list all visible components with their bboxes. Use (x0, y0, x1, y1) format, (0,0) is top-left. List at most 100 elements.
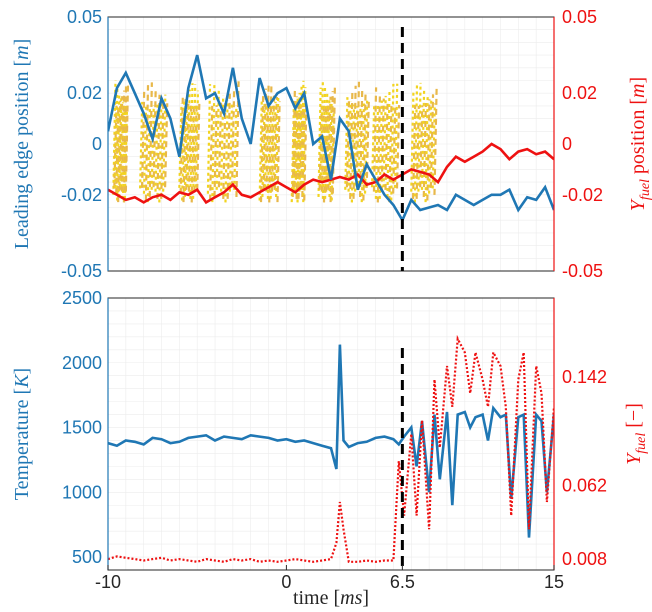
yfuel-band-stroke (329, 91, 334, 203)
yfuel-band-stroke (331, 84, 337, 194)
yfuel-band-stroke (362, 94, 367, 201)
yfuel-band-stroke (300, 80, 305, 190)
yfuel-band-stroke (115, 103, 120, 194)
top-right-tick-label: -0.02 (562, 185, 603, 205)
yfuel-band-stroke (433, 88, 438, 195)
yfuel-band-stroke (206, 84, 212, 194)
yfuel-band-stroke (148, 82, 153, 197)
yfuel-band-stroke (211, 83, 216, 203)
yfuel-band-stroke (395, 105, 401, 189)
yfuel-band-stroke (420, 89, 426, 190)
yfuel-band-stroke (139, 101, 144, 189)
yfuel-band-stroke (345, 97, 351, 188)
bottom-left-tick-label: 2000 (62, 353, 102, 373)
yfuel-band-stroke (194, 90, 200, 188)
top-right-tick-label: 0.02 (562, 83, 597, 103)
top-left-tick-label: -0.02 (61, 185, 102, 205)
yfuel-band-stroke (352, 85, 357, 199)
top-right-tick-label: 0 (562, 134, 572, 154)
temperature-line (108, 344, 554, 538)
x-axis-label: time [ms] (293, 587, 369, 609)
yfuel-band-stroke (302, 87, 307, 203)
yfuel-band-stroke (186, 89, 191, 188)
yfuel-band-stroke (217, 102, 223, 188)
top-grid (108, 17, 554, 271)
yfuel-band-stroke (275, 97, 280, 198)
yfuel-band-stroke (372, 87, 378, 192)
top-series-lines (108, 54, 554, 224)
yfuel-band-stroke (363, 99, 369, 194)
yfuel-band-stroke (190, 105, 195, 203)
yfuel-band-stroke (426, 99, 431, 201)
bottom-grid (108, 298, 554, 570)
yfuel-band-stroke (152, 88, 157, 188)
yfuel-band-stroke (273, 97, 278, 190)
bottom-left-ticks: 2500 2000 1500 1000 500 (62, 288, 102, 567)
x-tick-label: 0 (281, 572, 291, 592)
x-tick-label: 6.5 (390, 572, 415, 592)
yfuel-band-stroke (360, 103, 365, 203)
yfuel-band-stroke (215, 89, 220, 190)
yfuel-band-stroke (140, 91, 146, 188)
yfuel-band-stroke (259, 94, 265, 203)
yfuel-band-stroke (422, 103, 428, 198)
yfuel-band-stroke (365, 99, 370, 188)
bottom-left-tick-label: 2500 (62, 288, 102, 308)
yfuel-band-stroke (226, 93, 231, 199)
yfuel-band-stroke (224, 100, 229, 203)
bottom-right-ticks: 0.142 0.062 0.008 (562, 367, 607, 569)
yfuel-band-stroke (208, 105, 214, 201)
top-panel: 0.050.020-0.02-0.05 0.050.020-0.02-0.05 … (11, 7, 652, 281)
yfuel-band-stroke (162, 94, 167, 192)
yfuel-band-stroke (150, 105, 155, 190)
yfuel-band-stroke (326, 97, 331, 188)
yfuel-band-stroke (276, 101, 281, 203)
yfuel-band-stroke (233, 105, 238, 190)
top-right-tick-label: -0.05 (562, 261, 603, 281)
yfuel-band-stroke (431, 103, 436, 189)
bottom-panel: 2500 2000 1500 1000 500 0.142 0.062 0.008 -10 0… (11, 288, 649, 609)
top-left-ylabel: Leading edge position [m] (11, 39, 33, 250)
yfuel-band-stroke (428, 99, 433, 194)
yfuel-band-stroke (262, 88, 267, 190)
yfuel-band-stroke (415, 105, 420, 199)
yfuel-band-stroke (358, 88, 364, 198)
yfuel-band-stroke (120, 90, 126, 192)
yfuel-band-stroke (410, 90, 415, 192)
yfuel-band-stroke (374, 103, 380, 199)
yfuel-band-stroke (124, 83, 130, 192)
bottom-right-tick-label: 0.142 (562, 367, 607, 387)
yfuel-band-stroke (228, 103, 234, 192)
yfuel-band-stroke (265, 82, 270, 192)
bottom-left-tick-label: 1000 (62, 482, 102, 502)
yfuel-band-stroke (185, 102, 190, 190)
bottom-right-tick-label: 0.008 (562, 549, 607, 569)
top-right-ticks: 0.05 0.02 0 -0.02 -0.05 (562, 7, 603, 281)
yfuel-band-stroke (191, 84, 197, 199)
top-left-tick-label: 0.02 (67, 83, 102, 103)
bottom-series-lines (108, 334, 554, 563)
top-right-ylabel: Yfuel position [m] (627, 77, 652, 211)
top-left-tick-label: 0.05 (67, 7, 102, 27)
yfuel-band-stroke (158, 99, 163, 203)
yfuel-band-stroke (230, 87, 236, 188)
top-left-tick-label: 0 (92, 134, 102, 154)
yfuel-band-stroke (196, 102, 201, 190)
yfuel-line (108, 334, 554, 563)
yfuel-band-stroke (146, 105, 152, 203)
bottom-left-ylabel: Temperature [K] (11, 368, 33, 500)
yfuel-band-stroke (213, 105, 218, 197)
yfuel-band-stroke (183, 95, 189, 197)
yfuel-band-stroke (429, 94, 435, 188)
top-left-ticks: 0.05 0.02 0 -0.02 -0.05 (61, 7, 102, 281)
yfuel-band-stroke (258, 99, 263, 201)
yfuel-band-stroke (114, 86, 119, 188)
yfuel-band-stroke (179, 93, 184, 194)
yfuel-band-stroke (388, 105, 393, 203)
top-right-tick-label: 0.05 (562, 7, 597, 27)
yfuel-band-stroke (222, 98, 227, 199)
yfuel-band-stroke (119, 102, 125, 188)
top-left-tick-label: -0.05 (61, 261, 102, 281)
bottom-right-tick-label: 0.062 (562, 476, 607, 496)
